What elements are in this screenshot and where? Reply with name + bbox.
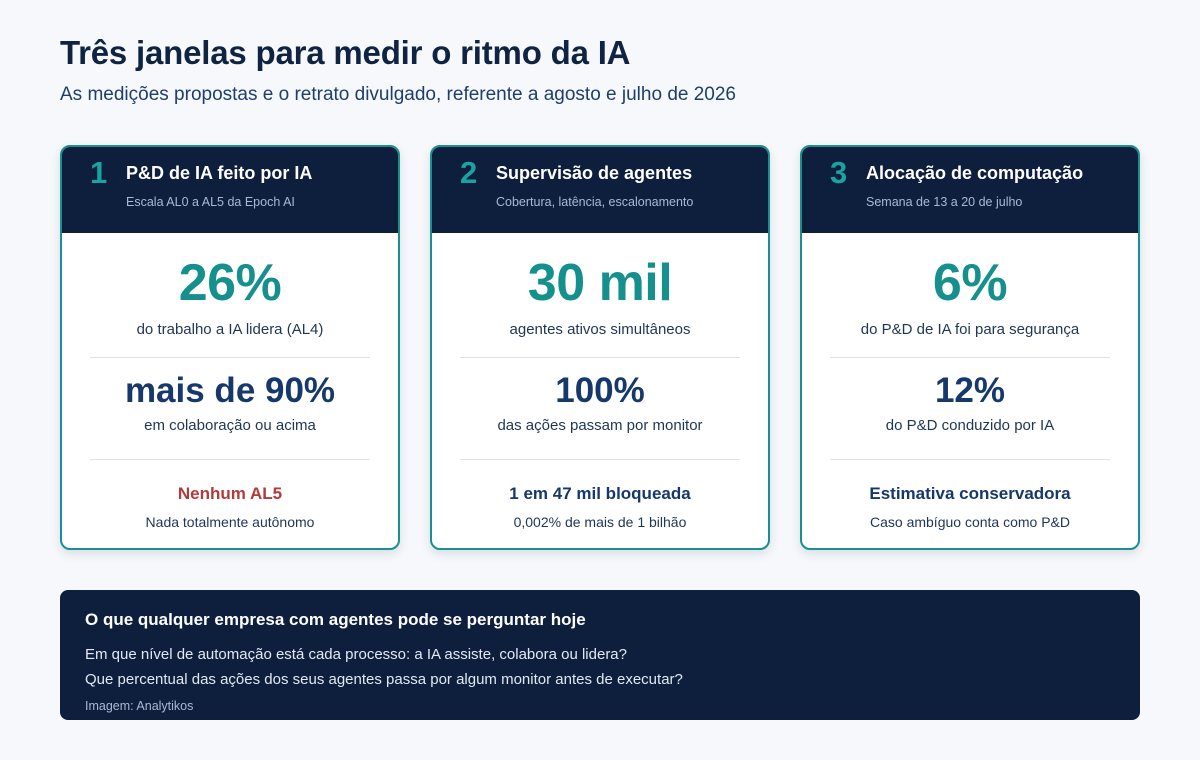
card-body: 26% do trabalho a IA lidera (AL4) mais d…: [62, 233, 398, 530]
primary-stat-label: do trabalho a IA lidera (AL4): [136, 321, 324, 338]
primary-stat-value: 30 mil: [527, 254, 673, 312]
primary-stat-value: 6%: [932, 254, 1008, 312]
tertiary-stat-value: Nenhum AL5: [177, 484, 283, 503]
secondary-stat-value: mais de 90%: [124, 371, 336, 410]
tertiary-stat-label: 0,002% de mais de 1 bilhão: [513, 514, 687, 530]
card-body: 30 mil agentes ativos simultâneos 100% d…: [432, 233, 768, 530]
image-credit: Imagem: Analytikos: [85, 699, 194, 713]
questions-heading: O que qualquer empresa com agentes pode …: [85, 610, 586, 629]
tertiary-stat-value: 1 em 47 mil bloqueada: [509, 484, 691, 503]
secondary-stat: 12% do P&D conduzido por IA: [830, 358, 1110, 460]
card-title: Alocação de computação: [866, 163, 1084, 183]
card-header: 3 Alocação de computação Semana de 13 a …: [802, 147, 1138, 233]
tertiary-stat: 1 em 47 mil bloqueada 0,002% de mais de …: [460, 460, 740, 530]
primary-stat-label: agentes ativos simultâneos: [509, 321, 691, 338]
primary-stat-label: do P&D de IA foi para segurança: [860, 321, 1080, 338]
tertiary-stat-label: Nada totalmente autônomo: [145, 514, 315, 530]
card-number: 2: [460, 155, 478, 190]
card-caption: Cobertura, latência, escalonamento: [496, 195, 694, 209]
card-caption: Semana de 13 a 20 de julho: [866, 195, 1023, 209]
page-subtitle: As medições propostas e o retrato divulg…: [60, 84, 736, 105]
card-agent-supervision: 2 Supervisão de agentes Cobertura, latên…: [430, 145, 770, 550]
cards-row: 1 P&D de IA feito por IA Escala AL0 a AL…: [60, 145, 1140, 550]
card-title: Supervisão de agentes: [496, 163, 693, 183]
question-line: Em que nível de automação está cada proc…: [85, 646, 627, 663]
secondary-stat-value: 100%: [555, 371, 645, 410]
card-ai-rnd: 1 P&D de IA feito por IA Escala AL0 a AL…: [60, 145, 400, 550]
tertiary-stat-value: Estimativa conservadora: [869, 484, 1071, 503]
tertiary-stat: Estimativa conservadora Caso ambíguo con…: [830, 460, 1110, 530]
card-body: 6% do P&D de IA foi para segurança 12% d…: [802, 233, 1138, 530]
secondary-stat-value: 12%: [934, 371, 1006, 410]
primary-stat-value: 26%: [178, 254, 282, 312]
primary-stat: 6% do P&D de IA foi para segurança: [830, 233, 1110, 358]
primary-stat: 30 mil agentes ativos simultâneos: [460, 233, 740, 358]
secondary-stat: mais de 90% em colaboração ou acima: [90, 358, 370, 460]
question-line: Que percentual das ações dos seus agente…: [85, 671, 683, 688]
card-caption: Escala AL0 a AL5 da Epoch AI: [126, 195, 295, 209]
page-title: Três janelas para medir o ritmo da IA: [60, 34, 631, 71]
questions-panel: O que qualquer empresa com agentes pode …: [60, 590, 1140, 720]
card-number: 3: [830, 155, 848, 190]
secondary-stat-label: das ações passam por monitor: [497, 417, 703, 434]
card-compute-allocation: 3 Alocação de computação Semana de 13 a …: [800, 145, 1140, 550]
tertiary-stat-label: Caso ambíguo conta como P&D: [870, 514, 1070, 530]
secondary-stat-label: em colaboração ou acima: [144, 417, 316, 434]
secondary-stat: 100% das ações passam por monitor: [460, 358, 740, 460]
primary-stat: 26% do trabalho a IA lidera (AL4): [90, 233, 370, 358]
card-header: 2 Supervisão de agentes Cobertura, latên…: [432, 147, 768, 233]
card-number: 1: [90, 155, 108, 190]
tertiary-stat: Nenhum AL5 Nada totalmente autônomo: [90, 460, 370, 530]
card-header: 1 P&D de IA feito por IA Escala AL0 a AL…: [62, 147, 398, 233]
secondary-stat-label: do P&D conduzido por IA: [885, 417, 1055, 434]
card-title: P&D de IA feito por IA: [126, 163, 313, 183]
